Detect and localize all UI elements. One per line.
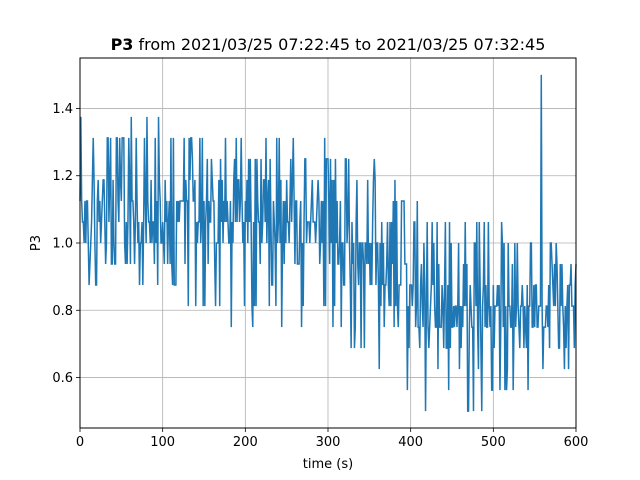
x-tick-label: 300 (316, 435, 341, 450)
chart-title-rest: from 2021/03/25 07:22:45 to 2021/03/25 0… (133, 35, 545, 54)
y-tick-label: 1.2 (52, 169, 73, 184)
plot-area (79, 57, 577, 429)
x-axis-label: time (s) (303, 457, 353, 472)
y-tick-label: 0.6 (52, 371, 73, 386)
y-axis-label: P3 (29, 235, 44, 251)
x-axis: 0 100 200 300 400 500 600 (76, 428, 589, 450)
chart-title: P3 from 2021/03/25 07:22:45 to 2021/03/2… (111, 35, 546, 54)
x-tick-label: 400 (398, 435, 423, 450)
x-tick-label: 100 (150, 435, 175, 450)
x-tick-label: 200 (233, 435, 258, 450)
y-tick-label: 0.8 (52, 304, 73, 319)
x-tick-label: 600 (564, 435, 589, 450)
series-line (79, 74, 577, 412)
x-tick-label: 0 (76, 435, 84, 450)
chart-title-bold: P3 (111, 35, 134, 54)
x-tick-label: 500 (481, 435, 506, 450)
y-tick-label: 1.4 (52, 102, 73, 117)
y-tick-label: 1.0 (52, 237, 73, 252)
y-axis: 0.6 0.8 1.0 1.2 1.4 (52, 102, 80, 386)
